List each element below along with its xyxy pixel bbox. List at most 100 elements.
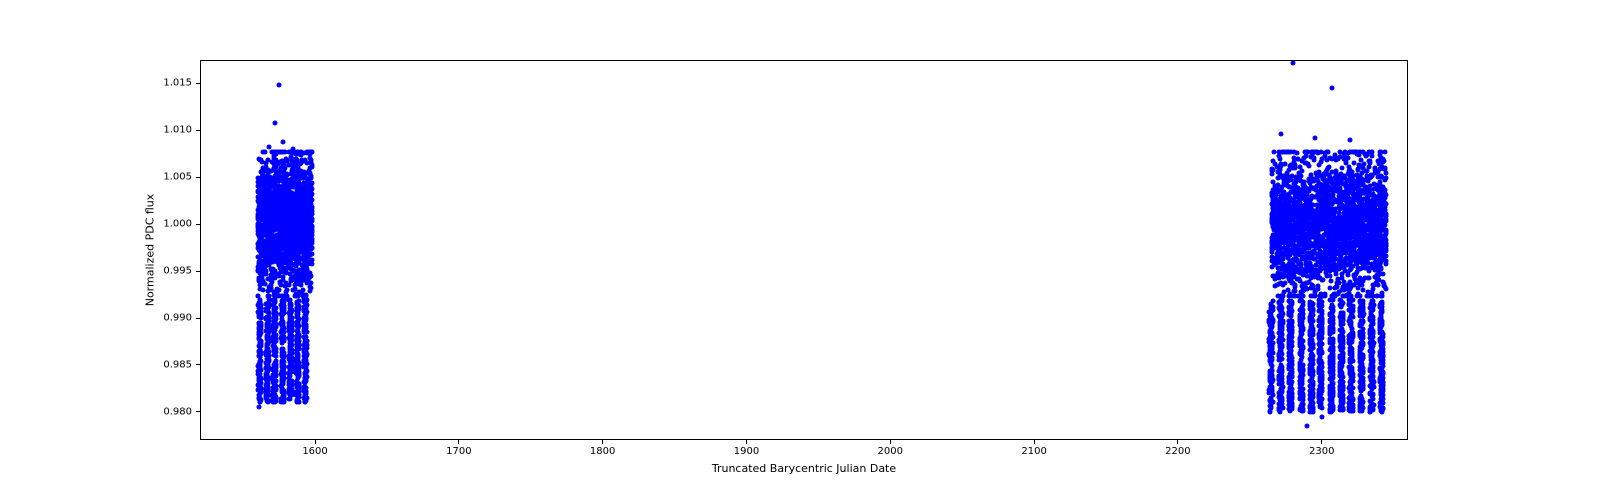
- scatter-point: [265, 382, 270, 387]
- scatter-point: [258, 235, 263, 240]
- scatter-point: [292, 210, 297, 215]
- scatter-point: [280, 316, 285, 321]
- plot-area: [200, 60, 1408, 440]
- scatter-point: [271, 323, 276, 328]
- scatter-point: [279, 322, 284, 327]
- scatter-point: [258, 223, 263, 228]
- scatter-point: [257, 397, 262, 402]
- scatter-point: [295, 280, 300, 285]
- scatter-point: [287, 323, 292, 328]
- scatter-point: [1342, 268, 1347, 273]
- scatter-point: [271, 343, 276, 348]
- scatter-point: [1285, 287, 1290, 292]
- scatter-point: [309, 175, 314, 180]
- scatter-point: [281, 311, 286, 316]
- scatter-point: [273, 307, 278, 312]
- scatter-point: [1378, 266, 1383, 271]
- scatter-point: [271, 388, 276, 393]
- scatter-point: [274, 199, 279, 204]
- scatter-point: [303, 204, 308, 209]
- scatter-point: [258, 363, 263, 368]
- scatter-point: [257, 375, 262, 380]
- scatter-point: [257, 384, 262, 389]
- scatter-point: [288, 384, 293, 389]
- scatter-point: [297, 369, 302, 374]
- scatter-point: [1339, 166, 1344, 171]
- scatter-point: [306, 199, 311, 204]
- scatter-point: [255, 264, 260, 269]
- scatter-point: [1326, 164, 1331, 169]
- scatter-point: [272, 213, 277, 218]
- scatter-point: [272, 353, 277, 358]
- scatter-point: [303, 364, 308, 369]
- figure: Truncated Barycentric Julian Date Normal…: [0, 0, 1600, 500]
- scatter-point: [282, 171, 287, 176]
- scatter-point: [273, 164, 278, 169]
- scatter-point: [1312, 156, 1317, 161]
- scatter-point: [1295, 157, 1300, 162]
- scatter-point: [264, 396, 269, 401]
- scatter-point: [1340, 285, 1345, 290]
- scatter-point: [300, 188, 305, 193]
- scatter-point: [268, 168, 273, 173]
- scatter-point: [304, 315, 309, 320]
- scatter-point: [272, 268, 277, 273]
- scatter-point: [303, 322, 308, 327]
- scatter-point: [289, 276, 294, 281]
- scatter-point: [281, 139, 286, 144]
- scatter-point: [295, 375, 300, 380]
- scatter-point: [283, 216, 288, 221]
- scatter-point: [297, 234, 302, 239]
- scatter-point: [304, 371, 309, 376]
- scatter-point: [281, 378, 286, 383]
- scatter-point: [260, 174, 265, 179]
- scatter-point: [268, 287, 273, 292]
- scatter-point: [287, 397, 292, 402]
- scatter-point: [265, 200, 270, 205]
- scatter-point: [287, 302, 292, 307]
- scatter-point: [302, 243, 307, 248]
- scatter-point: [289, 246, 294, 251]
- scatter-point: [278, 160, 283, 165]
- scatter-point: [291, 147, 296, 152]
- scatter-point: [273, 373, 278, 378]
- scatter-point: [283, 251, 288, 256]
- scatter-point: [307, 170, 312, 175]
- scatter-point: [272, 189, 277, 194]
- scatter-point: [296, 169, 301, 174]
- scatter-point: [303, 327, 308, 332]
- scatter-point: [1328, 273, 1333, 278]
- scatter-point: [281, 237, 286, 242]
- scatter-point: [260, 214, 265, 219]
- scatter-point: [256, 241, 261, 246]
- scatter-point: [273, 400, 278, 405]
- scatter-point: [294, 400, 299, 405]
- scatter-point: [265, 178, 270, 183]
- scatter-point: [279, 348, 284, 353]
- scatter-point: [1298, 261, 1303, 266]
- scatter-point: [286, 204, 291, 209]
- scatter-point: [296, 346, 301, 351]
- scatter-point: [302, 257, 307, 262]
- scatter-point: [282, 166, 287, 171]
- scatter-point: [273, 313, 278, 318]
- scatter-point: [273, 275, 278, 280]
- scatter-point: [309, 224, 314, 229]
- scatter-point: [279, 186, 284, 191]
- scatter-point: [275, 253, 280, 258]
- scatter-point: [281, 205, 286, 210]
- scatter-point: [304, 299, 309, 304]
- scatter-point: [266, 157, 271, 162]
- scatter-point: [288, 360, 293, 365]
- scatter-point: [271, 394, 276, 399]
- scatter-point: [271, 182, 276, 187]
- scatter-point: [1351, 273, 1356, 278]
- scatter-point: [261, 166, 266, 171]
- scatter-point: [264, 374, 269, 379]
- scatter-point: [256, 405, 261, 410]
- scatter-point: [257, 340, 262, 345]
- scatter-point: [272, 218, 277, 223]
- scatter-point: [264, 323, 269, 328]
- scatter-point: [294, 360, 299, 365]
- scatter-point: [305, 150, 310, 155]
